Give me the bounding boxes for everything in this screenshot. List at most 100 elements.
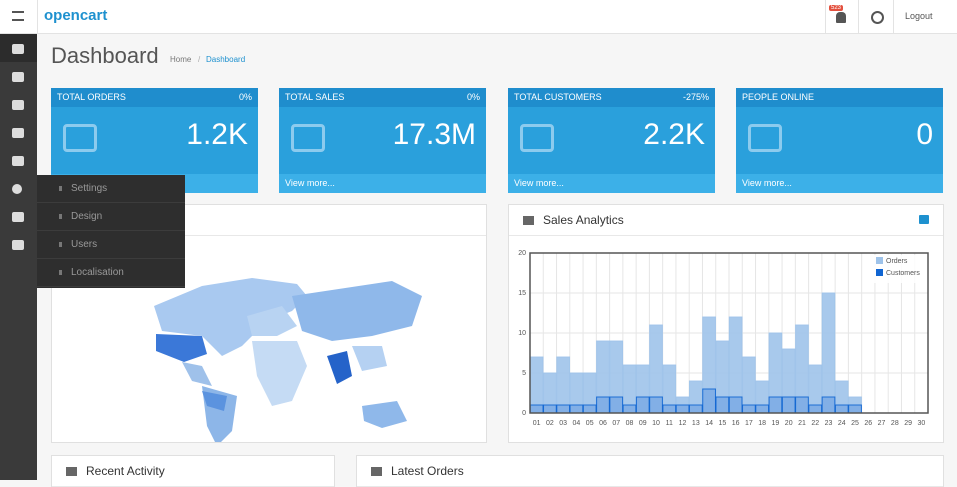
x-tick-label: 15 xyxy=(718,420,726,427)
menu-arrow xyxy=(59,186,65,191)
x-tick-label: 21 xyxy=(798,420,806,427)
bar xyxy=(582,404,597,414)
bar xyxy=(675,404,690,414)
tile-header: TOTAL SALES 0% xyxy=(279,88,486,107)
bar xyxy=(609,396,624,414)
tools-icon[interactable] xyxy=(12,212,24,222)
tile-title: TOTAL SALES xyxy=(285,92,345,102)
x-tick-label: 08 xyxy=(626,420,634,427)
x-tick-label: 28 xyxy=(891,420,899,427)
bar xyxy=(529,404,544,414)
legend-label: Customers xyxy=(886,270,920,277)
x-tick-label: 24 xyxy=(838,420,846,427)
breadcrumb-current[interactable]: Dashboard xyxy=(206,55,246,64)
catalog-icon[interactable] xyxy=(12,72,24,82)
menu-toggle[interactable] xyxy=(12,11,24,21)
bar xyxy=(728,396,743,414)
legend-swatch xyxy=(876,269,883,276)
x-tick-label: 18 xyxy=(758,420,766,427)
range-picker[interactable] xyxy=(919,215,929,224)
tile-title: TOTAL ORDERS xyxy=(57,92,126,102)
x-tick-label: 09 xyxy=(639,420,647,427)
tile-icon xyxy=(291,124,325,152)
tile-value: 17.3M xyxy=(392,118,476,151)
y-tick-label: 10 xyxy=(518,330,526,337)
x-tick-label: 14 xyxy=(705,420,713,427)
bar xyxy=(569,404,584,414)
x-tick-label: 07 xyxy=(612,420,620,427)
y-tick-label: 5 xyxy=(522,370,526,377)
system-icon[interactable] xyxy=(12,184,22,194)
bar xyxy=(715,396,730,414)
bar xyxy=(795,396,809,414)
alerts-button[interactable] xyxy=(836,12,846,23)
x-tick-label: 06 xyxy=(599,420,607,427)
sales-icon[interactable] xyxy=(12,128,24,138)
x-tick-label: 26 xyxy=(864,420,872,427)
bar xyxy=(755,404,770,414)
orders-panel: Latest Orders xyxy=(356,455,944,487)
dropdown-menu: Settings Design Users Localisation xyxy=(37,175,185,288)
x-tick-label: 27 xyxy=(878,420,886,427)
tile-header: PEOPLE ONLINE xyxy=(736,88,943,107)
alert-badge: 523 xyxy=(829,5,844,11)
tile-link[interactable]: View more... xyxy=(279,174,486,193)
bar xyxy=(596,396,610,414)
bar xyxy=(622,404,637,414)
menu-arrow xyxy=(59,270,65,275)
marketing-icon[interactable] xyxy=(12,156,24,166)
tile-value: 2.2K xyxy=(643,118,705,151)
x-tick-label: 12 xyxy=(679,420,687,427)
x-tick-label: 30 xyxy=(917,420,925,427)
breadcrumb-home[interactable]: Home xyxy=(170,55,192,64)
plot-border xyxy=(529,252,929,414)
tile-icon xyxy=(748,124,782,152)
logout-link[interactable]: Logout xyxy=(905,11,933,21)
bar xyxy=(702,388,716,414)
bar xyxy=(662,404,677,414)
tile-change: -275% xyxy=(682,92,709,102)
menu-item[interactable]: Design xyxy=(37,203,185,231)
activity-panel: Recent Activity xyxy=(51,455,335,487)
menu-item[interactable]: Users xyxy=(37,231,185,259)
x-tick-label: 05 xyxy=(586,420,594,427)
x-tick-label: 03 xyxy=(559,420,567,427)
tile-change: 0% xyxy=(238,92,252,102)
y-tick-label: 15 xyxy=(518,290,526,297)
tile-value: 0 xyxy=(916,118,933,151)
x-tick-label: 23 xyxy=(825,420,833,427)
tile-header: TOTAL ORDERS 0% xyxy=(51,88,258,107)
legend-swatch xyxy=(876,257,883,264)
bar xyxy=(556,404,571,414)
menu-item[interactable]: Localisation xyxy=(37,259,185,287)
logo[interactable]: opencart xyxy=(44,7,108,24)
x-tick-label: 04 xyxy=(573,420,581,427)
help-button[interactable] xyxy=(871,11,884,24)
tile-link[interactable]: View more... xyxy=(508,174,715,193)
extensions-icon[interactable] xyxy=(12,100,24,110)
x-tick-label: 22 xyxy=(811,420,819,427)
x-tick-label: 16 xyxy=(732,420,740,427)
x-tick-label: 13 xyxy=(692,420,700,427)
y-tick-label: 0 xyxy=(522,410,526,417)
reports-icon[interactable] xyxy=(12,240,24,250)
bar xyxy=(742,404,756,414)
bar xyxy=(543,404,557,414)
bar xyxy=(649,396,663,414)
bar xyxy=(848,404,862,414)
world-map xyxy=(154,278,422,446)
menu-arrow xyxy=(59,214,65,219)
stat-tile: PEOPLE ONLINE 0 View more... xyxy=(736,88,943,193)
dashboard-icon[interactable] xyxy=(12,44,24,54)
bar xyxy=(768,396,783,414)
bar xyxy=(821,396,836,414)
header: opencart 523 Logout xyxy=(0,0,957,34)
menu-item[interactable]: Settings xyxy=(37,175,185,203)
bar xyxy=(781,396,796,414)
y-tick-label: 20 xyxy=(518,250,526,257)
bar xyxy=(834,404,849,414)
tile-title: TOTAL CUSTOMERS xyxy=(514,92,602,102)
x-tick-label: 11 xyxy=(666,420,673,427)
tile-link[interactable]: View more... xyxy=(736,174,943,193)
